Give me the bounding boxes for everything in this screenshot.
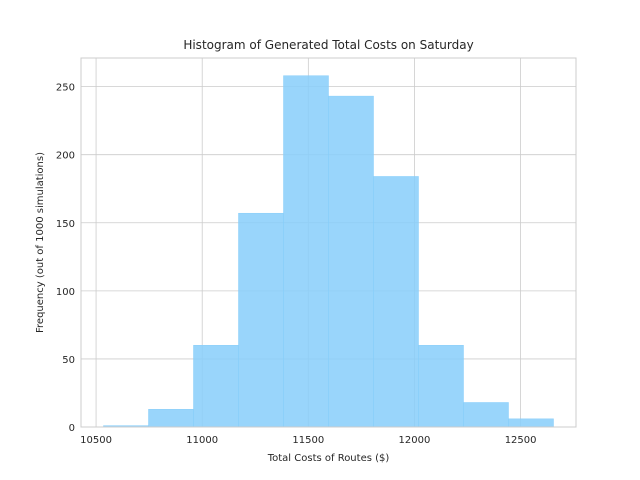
chart-title: Histogram of Generated Total Costs on Sa… xyxy=(183,38,473,52)
x-axis-label: Total Costs of Routes ($) xyxy=(267,453,390,464)
y-tick-label: 200 xyxy=(56,151,75,162)
y-tick-label: 0 xyxy=(69,423,75,434)
y-tick-label: 100 xyxy=(56,287,75,298)
histogram-bar xyxy=(508,418,554,428)
x-axis-ticks: 10500 11000 11500 12000 12500 xyxy=(80,435,536,446)
histogram-bar xyxy=(148,409,194,428)
y-tick-label: 250 xyxy=(56,83,75,94)
y-tick-label: 50 xyxy=(62,355,75,366)
x-tick-label: 10500 xyxy=(80,435,112,446)
x-tick-label: 12000 xyxy=(399,435,431,446)
histogram-bar xyxy=(238,212,284,428)
x-tick-label: 11000 xyxy=(186,435,218,446)
histogram-bars xyxy=(103,75,554,428)
histogram-bar xyxy=(418,345,464,428)
histogram-bar xyxy=(328,95,374,428)
x-tick-label: 11500 xyxy=(292,435,324,446)
y-axis-ticks: 0 50 100 150 200 250 xyxy=(56,83,75,434)
y-axis-label: Frequency (out of 1000 simulations) xyxy=(35,152,46,333)
y-tick-label: 150 xyxy=(56,219,75,230)
histogram-bar xyxy=(463,402,509,428)
histogram-bar xyxy=(373,176,419,428)
histogram-bar xyxy=(283,75,329,428)
plot-area-frame xyxy=(80,57,577,428)
histogram-bar xyxy=(193,345,239,428)
x-tick-label: 12500 xyxy=(505,435,537,446)
